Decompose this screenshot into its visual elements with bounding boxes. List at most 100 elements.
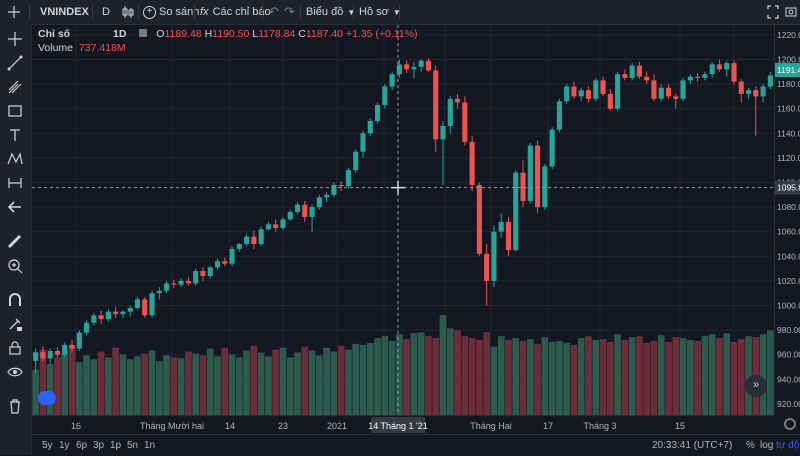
auto-scale-toggle[interactable]: tự động: [776, 440, 800, 451]
time-axis[interactable]: 16 Tháng Mười hai 14 23 2021 Tháng Hai 17 Tháng…: [32, 415, 774, 434]
volume-bar: [526, 339, 534, 415]
indicators-button[interactable]: fx Các chỉ báo: [200, 0, 271, 24]
scroll-to-latest-button[interactable]: »: [745, 375, 767, 397]
zoom-in-icon[interactable]: [6, 257, 24, 275]
volume-bar: [767, 330, 774, 415]
volume-bar: [388, 340, 396, 415]
fullscreen-icon[interactable]: [766, 0, 780, 24]
range-button-1y[interactable]: 1y: [59, 440, 70, 451]
redo-icon[interactable]: ↷: [284, 4, 295, 19]
cursor-icon[interactable]: [6, 30, 24, 48]
candle-body: [62, 344, 68, 355]
volume-bar: [679, 338, 687, 415]
candle-body: [113, 311, 119, 315]
measure-icon[interactable]: [6, 174, 24, 192]
candle-body: [54, 351, 61, 355]
interval-button[interactable]: D: [102, 6, 110, 18]
text-icon[interactable]: [6, 126, 24, 144]
chevron-down-icon: ▼: [347, 8, 356, 17]
price-tick-label: 1020.00: [777, 276, 800, 286]
top-toolbar: VNINDEX D + So sánh fx Các chỉ báo ↶ ↷ Biể…: [0, 0, 800, 25]
volume-bar: [759, 334, 767, 415]
price-tick-label: 1140.00: [777, 128, 800, 138]
high-label: H: [204, 28, 213, 40]
price-axis[interactable]: 1220.00 1200.00 1180.00 1160.00 1140.00 1120.…: [774, 25, 800, 415]
pitchfork-icon[interactable]: [6, 78, 24, 96]
time-tick-label: Tháng Hai: [470, 421, 512, 431]
toolbar-divider: [29, 4, 30, 20]
volume-bar: [257, 352, 265, 415]
time-tick-label: Tháng 3: [583, 421, 616, 431]
candle-body: [709, 64, 715, 75]
time-tick-label: 17: [543, 421, 553, 431]
volume-bar: [54, 357, 61, 415]
candle-style-icon[interactable]: [120, 0, 136, 24]
undo-icon[interactable]: ↶: [268, 4, 279, 19]
range-button-3p[interactable]: 3p: [93, 440, 105, 451]
volume-bar: [439, 315, 447, 415]
compare-button[interactable]: + So sánh: [143, 0, 199, 24]
volume-bar: [512, 338, 520, 415]
lock-drawing-icon[interactable]: [6, 315, 24, 333]
crosshair-price-label: 1095.8: [777, 183, 800, 193]
volume-bar: [330, 351, 338, 415]
volume-bar: [214, 356, 221, 415]
volume-bar: [235, 357, 243, 415]
crosshair-menu-icon[interactable]: [6, 0, 22, 24]
volume-bar: [345, 349, 352, 415]
bottom-toolbar: 5y 1y 6p 3p 1p 5n 1n 20:33:41 (UTC+7) % log tự…: [32, 434, 800, 456]
volume-bar: [657, 335, 665, 415]
trash-icon[interactable]: [6, 397, 24, 415]
symbol-search-button[interactable]: VNINDEX: [40, 6, 89, 18]
profile-menu-label: Hồ sơ: [359, 6, 389, 18]
cloud-logo-icon[interactable]: [38, 391, 56, 405]
clock-display[interactable]: 20:33:41 (UTC+7): [652, 440, 733, 451]
candle-body: [615, 74, 621, 109]
camera-icon[interactable]: [785, 0, 797, 24]
candle-body: [287, 212, 293, 220]
chart-pane[interactable]: Chỉ số 1D O1189.48 H1190.50 L1178.84 C11…: [32, 25, 774, 415]
volume-bar: [417, 332, 425, 415]
pattern-icon[interactable]: [6, 150, 24, 168]
eye-toggle-icon[interactable]: [139, 29, 148, 37]
volume-bar: [177, 358, 185, 415]
candle-body: [134, 299, 141, 308]
candle-body: [33, 352, 39, 361]
range-button-1p[interactable]: 1p: [110, 440, 122, 451]
rectangle-icon[interactable]: [6, 102, 24, 120]
arrow-left-icon[interactable]: [6, 198, 24, 216]
candle-body: [695, 76, 701, 78]
magnet-icon[interactable]: [6, 291, 24, 309]
lock-icon[interactable]: [6, 339, 24, 357]
candle-body: [433, 70, 439, 140]
price-tick-label: 920.00: [777, 399, 800, 409]
candle-body: [578, 90, 584, 97]
profile-menu-button[interactable]: Hồ sơ ▼: [359, 0, 401, 24]
range-button-5n[interactable]: 5n: [127, 440, 139, 451]
volume-bar: [628, 337, 636, 415]
volume-bar: [316, 355, 323, 415]
percent-toggle[interactable]: %: [746, 440, 755, 451]
range-button-1n[interactable]: 1n: [144, 440, 156, 451]
price-tick-label: 940.00: [777, 374, 800, 384]
chart-menu-button[interactable]: Biểu đồ ▼: [306, 0, 355, 24]
compare-label: So sánh: [159, 6, 200, 18]
volume-bar: [163, 355, 170, 415]
trend-line-icon[interactable]: [6, 54, 24, 72]
candle-body: [447, 98, 453, 126]
volume-bar: [301, 346, 309, 415]
candle-body: [69, 344, 75, 349]
volume-bar: [337, 345, 345, 415]
settings-gear-icon[interactable]: [784, 418, 796, 430]
log-toggle[interactable]: log: [760, 440, 774, 451]
eye-icon[interactable]: [6, 363, 24, 381]
volume-bar: [359, 344, 367, 415]
range-button-5y[interactable]: 5y: [42, 440, 53, 451]
candle-body: [265, 224, 271, 230]
ruler-icon[interactable]: [6, 233, 24, 251]
range-button-6p[interactable]: 6p: [76, 440, 88, 451]
volume-bar: [468, 338, 476, 415]
candle-body: [731, 63, 737, 82]
volume-bar: [250, 345, 258, 415]
candle-body: [680, 80, 686, 99]
